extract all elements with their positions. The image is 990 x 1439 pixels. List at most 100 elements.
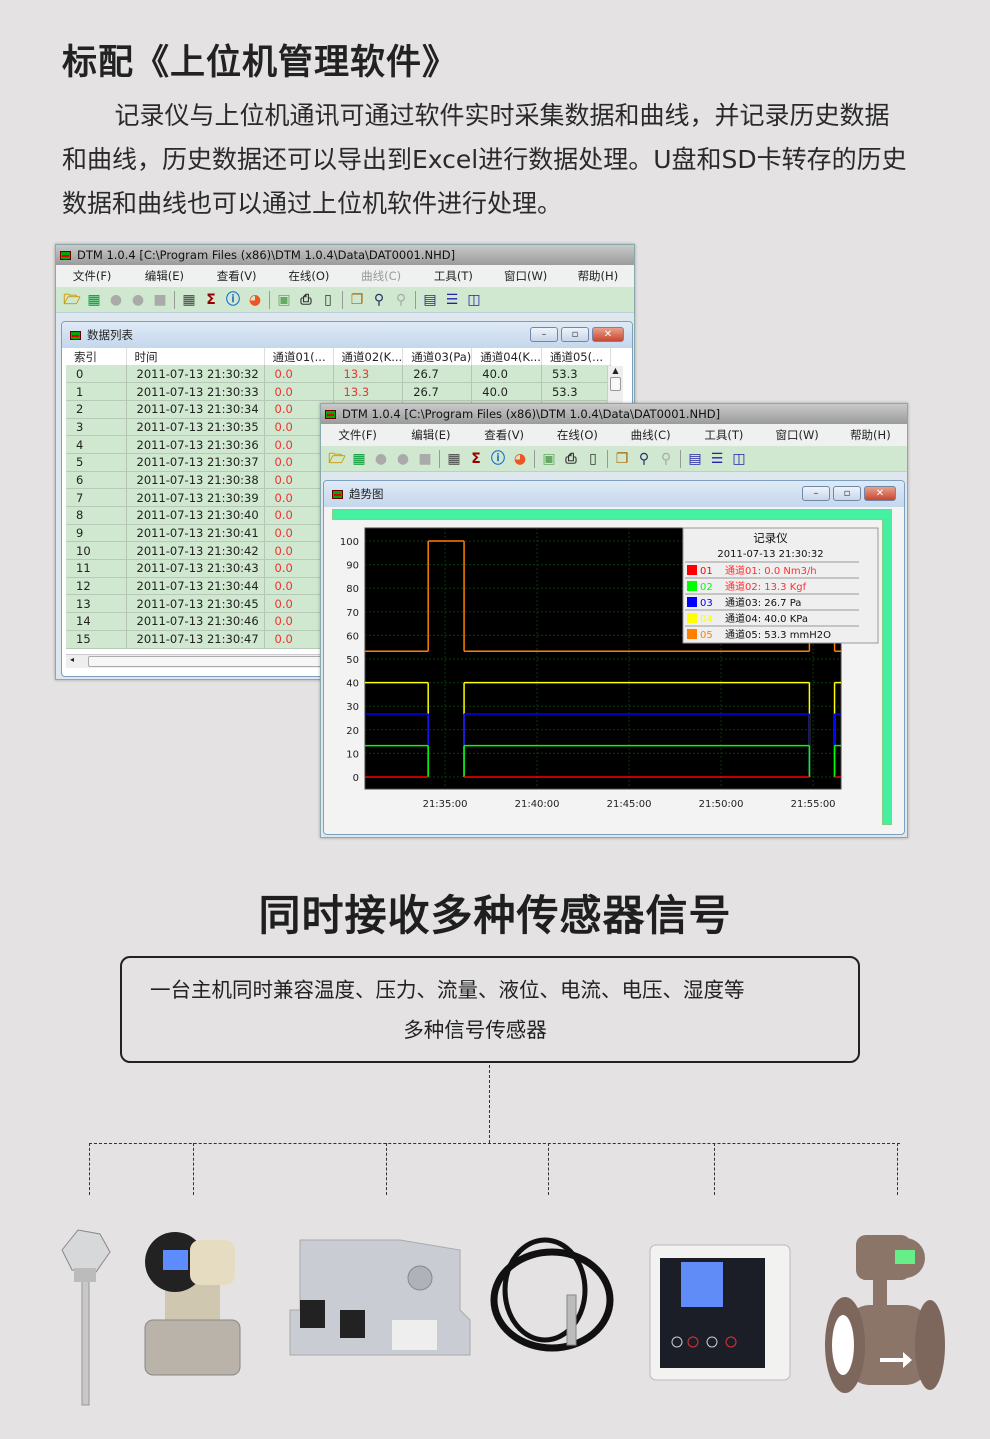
- top-scroll-bar[interactable]: [332, 509, 892, 520]
- sigma-icon[interactable]: Σ: [471, 450, 481, 467]
- table-cell: 26.7: [402, 382, 473, 401]
- title-bar[interactable]: DTM 1.0.4 [C:\Program Files (x86)\DTM 1.…: [321, 404, 907, 424]
- print-icon[interactable]: ⎙: [565, 450, 577, 467]
- menu-item[interactable]: 窗口(W): [775, 428, 819, 442]
- window-title: DTM 1.0.4 [C:\Program Files (x86)\DTM 1.…: [342, 407, 721, 421]
- legend-code: 02: [700, 582, 713, 593]
- export-icon[interactable]: ▣: [277, 291, 291, 308]
- print-icon[interactable]: ⎙: [300, 291, 312, 308]
- toolbar-separator: [415, 290, 416, 309]
- connector-line: [193, 1143, 194, 1195]
- zoom-out-icon[interactable]: ⚲: [395, 291, 407, 308]
- sigma-icon[interactable]: Σ: [206, 291, 216, 308]
- copy-icon[interactable]: ❐: [350, 291, 364, 308]
- current-transducer-image: [289, 1239, 471, 1356]
- y-tick-label: 60: [346, 631, 359, 642]
- table-cell: 0: [66, 365, 127, 384]
- title-bar[interactable]: DTM 1.0.4 [C:\Program Files (x86)\DTM 1.…: [56, 245, 634, 265]
- connector-line: [89, 1143, 90, 1195]
- menu-item[interactable]: 在线(O): [288, 269, 330, 283]
- pie-icon[interactable]: ◕: [513, 450, 527, 467]
- cascade-icon[interactable]: ▤: [688, 450, 702, 467]
- record-icon[interactable]: ●: [109, 291, 123, 308]
- tile-horizontal-icon[interactable]: ☰: [445, 291, 459, 308]
- table-cell: 0.0: [264, 435, 334, 454]
- stop-circle-icon[interactable]: ●: [131, 291, 145, 308]
- record-icon[interactable]: ●: [374, 450, 388, 467]
- restore-button[interactable]: ▫: [833, 486, 861, 501]
- menu-item[interactable]: 帮助(H): [577, 269, 619, 283]
- table-cell: 11: [66, 559, 127, 578]
- menu-item[interactable]: 编辑(E): [411, 428, 451, 442]
- close-button[interactable]: ✕: [592, 327, 624, 342]
- column-header[interactable]: 通道05(...: [541, 348, 612, 365]
- stop-square-icon[interactable]: ■: [153, 291, 167, 308]
- cascade-icon[interactable]: ▤: [423, 291, 437, 308]
- column-header[interactable]: 通道02(K...: [333, 348, 404, 365]
- pie-icon[interactable]: ◕: [248, 291, 262, 308]
- child-title-bar[interactable]: 趋势图 – ▫ ✕: [324, 481, 904, 507]
- y-tick-label: 0: [353, 773, 359, 784]
- column-header[interactable]: 通道03(Pa): [402, 348, 473, 365]
- table-cell: 0.0: [264, 488, 334, 507]
- child-title: 数据列表: [87, 328, 133, 342]
- column-header[interactable]: 通道01(...: [264, 348, 334, 365]
- tile-vertical-icon[interactable]: ◫: [467, 291, 481, 308]
- menu-item[interactable]: 窗口(W): [503, 269, 548, 283]
- menu-item[interactable]: 工具(T): [704, 428, 744, 442]
- zoom-in-icon[interactable]: ⚲: [373, 291, 385, 308]
- export-icon[interactable]: ▣: [542, 450, 556, 467]
- minimize-button[interactable]: –: [802, 486, 830, 501]
- table-cell: 2011-07-13 21:30:47: [126, 630, 265, 649]
- grid-icon[interactable]: ▦: [447, 450, 461, 467]
- table-cell: 0.0: [264, 630, 334, 649]
- menu-item[interactable]: 在线(O): [556, 428, 598, 442]
- stop-circle-icon[interactable]: ●: [396, 450, 410, 467]
- close-button[interactable]: ✕: [864, 486, 896, 501]
- right-scroll-bar[interactable]: [882, 519, 892, 825]
- toolbar-separator: [607, 449, 608, 468]
- table-cell: 5: [66, 453, 127, 472]
- legend-box: [682, 527, 879, 644]
- print-preview-icon[interactable]: ▯: [324, 291, 332, 308]
- column-header[interactable]: 时间: [126, 348, 265, 365]
- copy-icon[interactable]: ❐: [615, 450, 629, 467]
- open-folder-icon[interactable]: 🗁: [63, 291, 81, 308]
- trend-icon[interactable]: ▦: [352, 450, 366, 467]
- print-preview-icon[interactable]: ▯: [589, 450, 597, 467]
- y-tick-label: 30: [346, 702, 359, 713]
- trend-icon[interactable]: ▦: [87, 291, 101, 308]
- menu-item[interactable]: 编辑(E): [144, 269, 184, 283]
- info-icon[interactable]: ⓘ: [491, 450, 505, 467]
- menu-item[interactable]: 工具(T): [433, 269, 473, 283]
- tile-horizontal-icon[interactable]: ☰: [710, 450, 724, 467]
- minimize-button[interactable]: –: [530, 327, 558, 342]
- menu-bar: 文件(F) 编辑(E) 查看(V) 在线(O) 曲线(C) 工具(T) 窗口(W) 帮助(H): [321, 424, 907, 446]
- menu-item[interactable]: 曲线(C): [361, 269, 402, 283]
- menu-item[interactable]: 查看(V): [484, 428, 525, 442]
- grid-icon[interactable]: ▦: [182, 291, 196, 308]
- tile-vertical-icon[interactable]: ◫: [732, 450, 746, 467]
- table-row[interactable]: 1 2011-07-13 21:30:33 0.0 13.3 26.7 40.0 53.3: [66, 382, 612, 401]
- column-header[interactable]: 索引: [66, 348, 127, 365]
- scroll-thumb[interactable]: [610, 377, 621, 391]
- zoom-in-icon[interactable]: ⚲: [638, 450, 650, 467]
- menu-item[interactable]: 曲线(C): [630, 428, 671, 442]
- table-cell: 10: [66, 541, 127, 561]
- scroll-up-arrow[interactable]: ▲: [612, 366, 619, 375]
- menu-item[interactable]: 帮助(H): [850, 428, 891, 442]
- menu-item[interactable]: 查看(V): [216, 269, 257, 283]
- open-folder-icon[interactable]: 🗁: [328, 450, 346, 467]
- menu-item[interactable]: 文件(F): [72, 269, 112, 283]
- menu-item[interactable]: 文件(F): [338, 428, 377, 442]
- child-title-bar[interactable]: 数据列表 – ▫ ✕: [62, 322, 632, 348]
- table-row[interactable]: 0 2011-07-13 21:30:32 0.0 13.3 26.7 40.0 53.3: [66, 365, 612, 384]
- restore-button[interactable]: ▫: [561, 327, 589, 342]
- table-cell: 8: [66, 506, 127, 525]
- y-tick-label: 20: [346, 726, 359, 737]
- info-icon[interactable]: ⓘ: [226, 291, 240, 308]
- zoom-out-icon[interactable]: ⚲: [660, 450, 672, 467]
- description-line-2: 多种信号传感器: [403, 1018, 547, 1042]
- stop-square-icon[interactable]: ■: [418, 450, 432, 467]
- column-header[interactable]: 通道04(K...: [471, 348, 542, 365]
